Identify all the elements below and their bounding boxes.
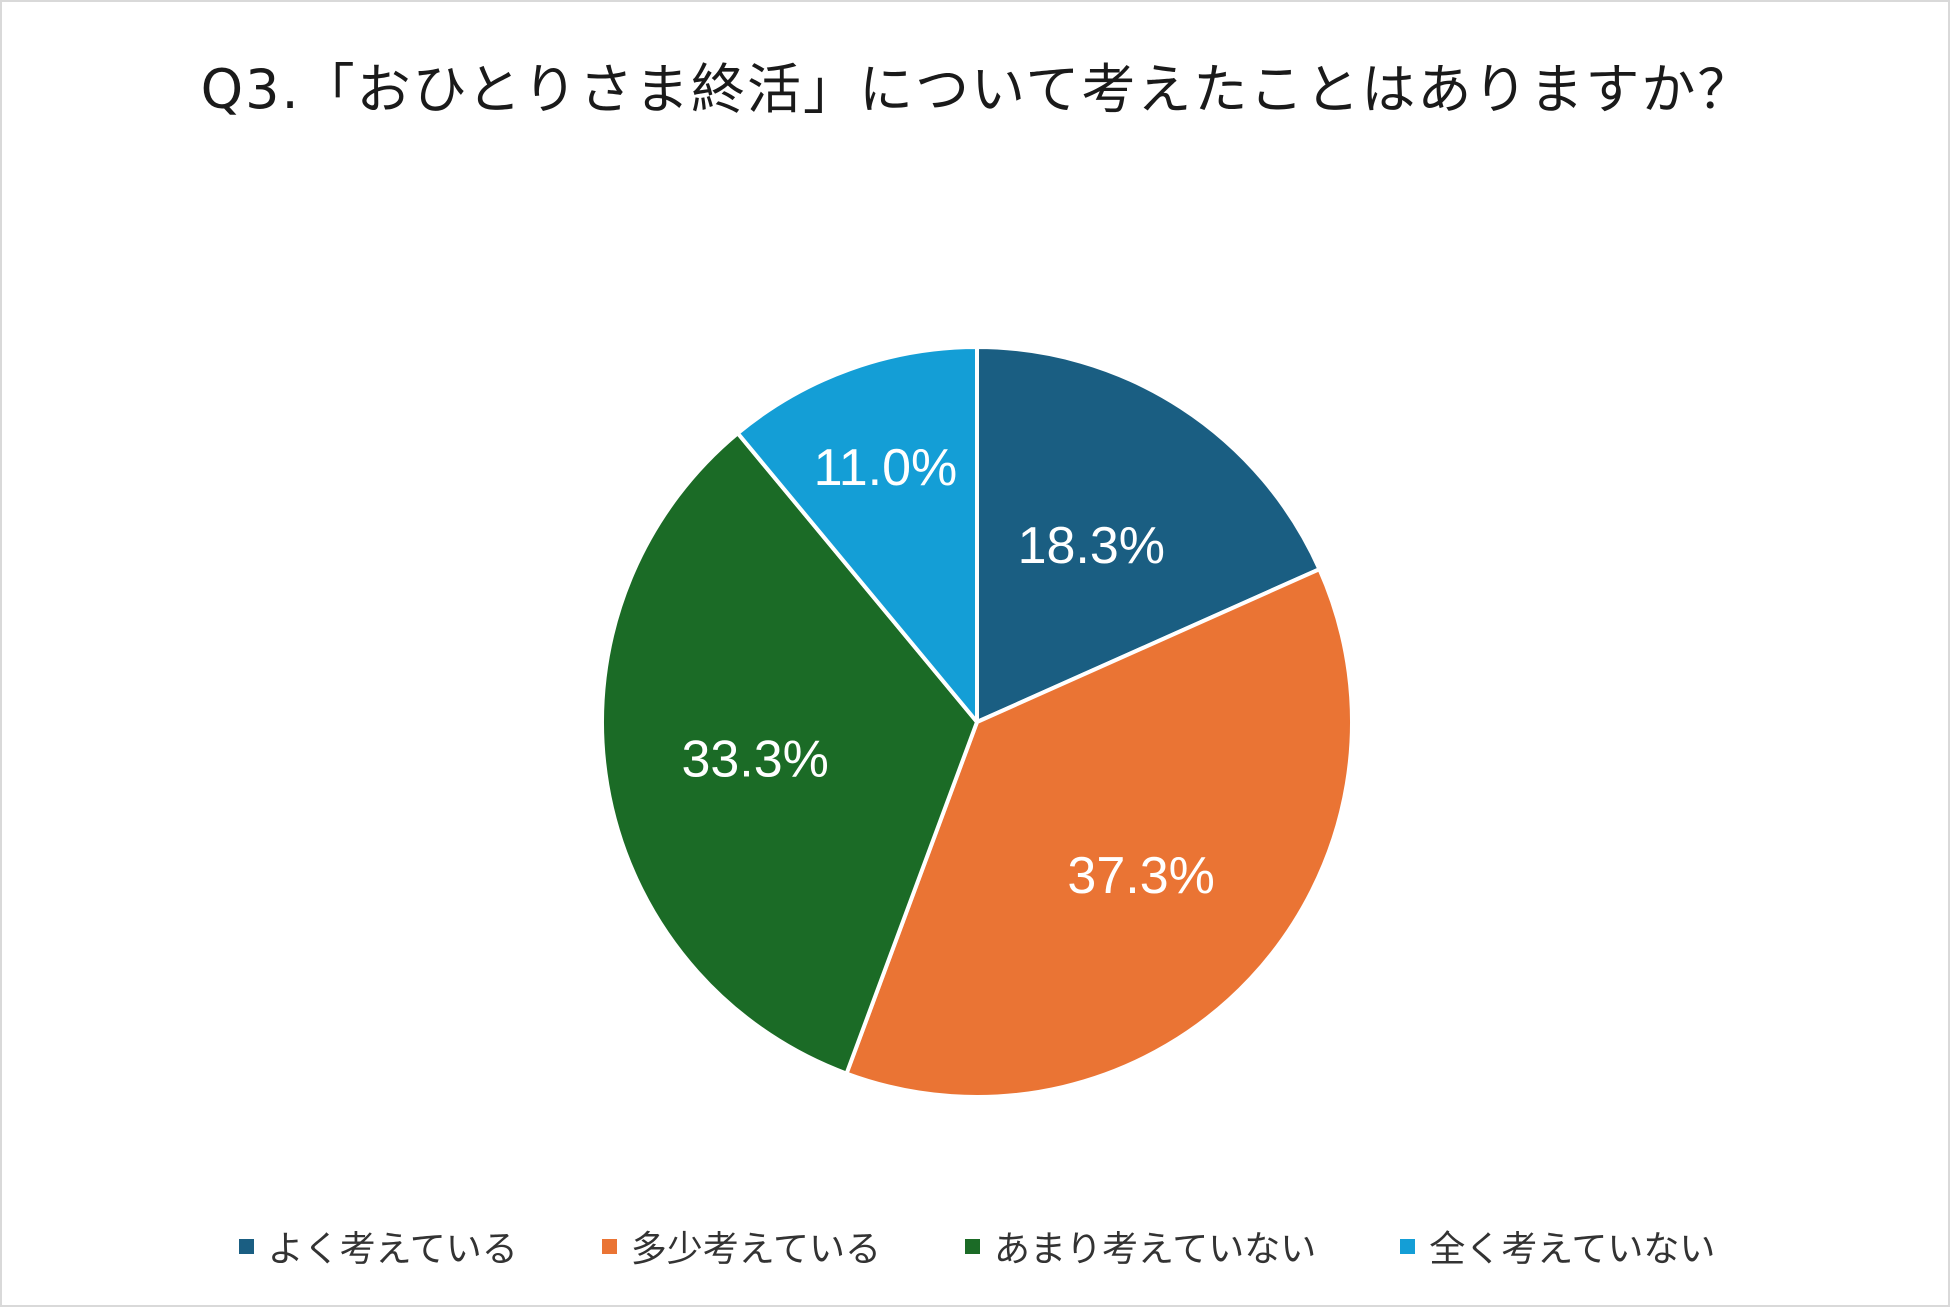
legend-label: よく考えている [267, 1229, 518, 1270]
legend-label: 全く考えていない [1429, 1229, 1716, 1270]
pie-slice [975, 345, 1322, 724]
legend-swatch-icon [601, 1238, 617, 1254]
chart-title: Q3.「おひとりさま終活」について考えたことはありますか？ [200, 58, 1754, 121]
pie-slice [735, 345, 979, 724]
data-label: 37.3% [1067, 847, 1214, 905]
legend: よく考えている 多少考えている あまり考えていない 全く考えていない [2, 1218, 1950, 1274]
legend-item: 全く考えていない [1400, 1220, 1715, 1272]
pie-data-labels: 18.3% 37.3% 33.3% 11.0% [681, 439, 1214, 905]
data-label: 33.3% [681, 731, 828, 789]
legend-item: あまり考えていない [965, 1220, 1316, 1272]
legend-label: 多少考えている [630, 1229, 881, 1270]
legend-swatch-icon [965, 1238, 980, 1254]
legend-label: あまり考えていない [994, 1229, 1317, 1270]
data-label: 11.0% [814, 439, 958, 497]
data-label: 18.3% [1018, 517, 1165, 575]
legend-item: よく考えている [238, 1220, 518, 1272]
pie-slices [600, 345, 1354, 1099]
legend-swatch-icon [1400, 1238, 1416, 1254]
pie-slice [844, 567, 1354, 1099]
legend-swatch-icon [238, 1238, 254, 1254]
pie-slice [600, 431, 979, 1076]
legend-item: 多少考えている [601, 1220, 881, 1272]
